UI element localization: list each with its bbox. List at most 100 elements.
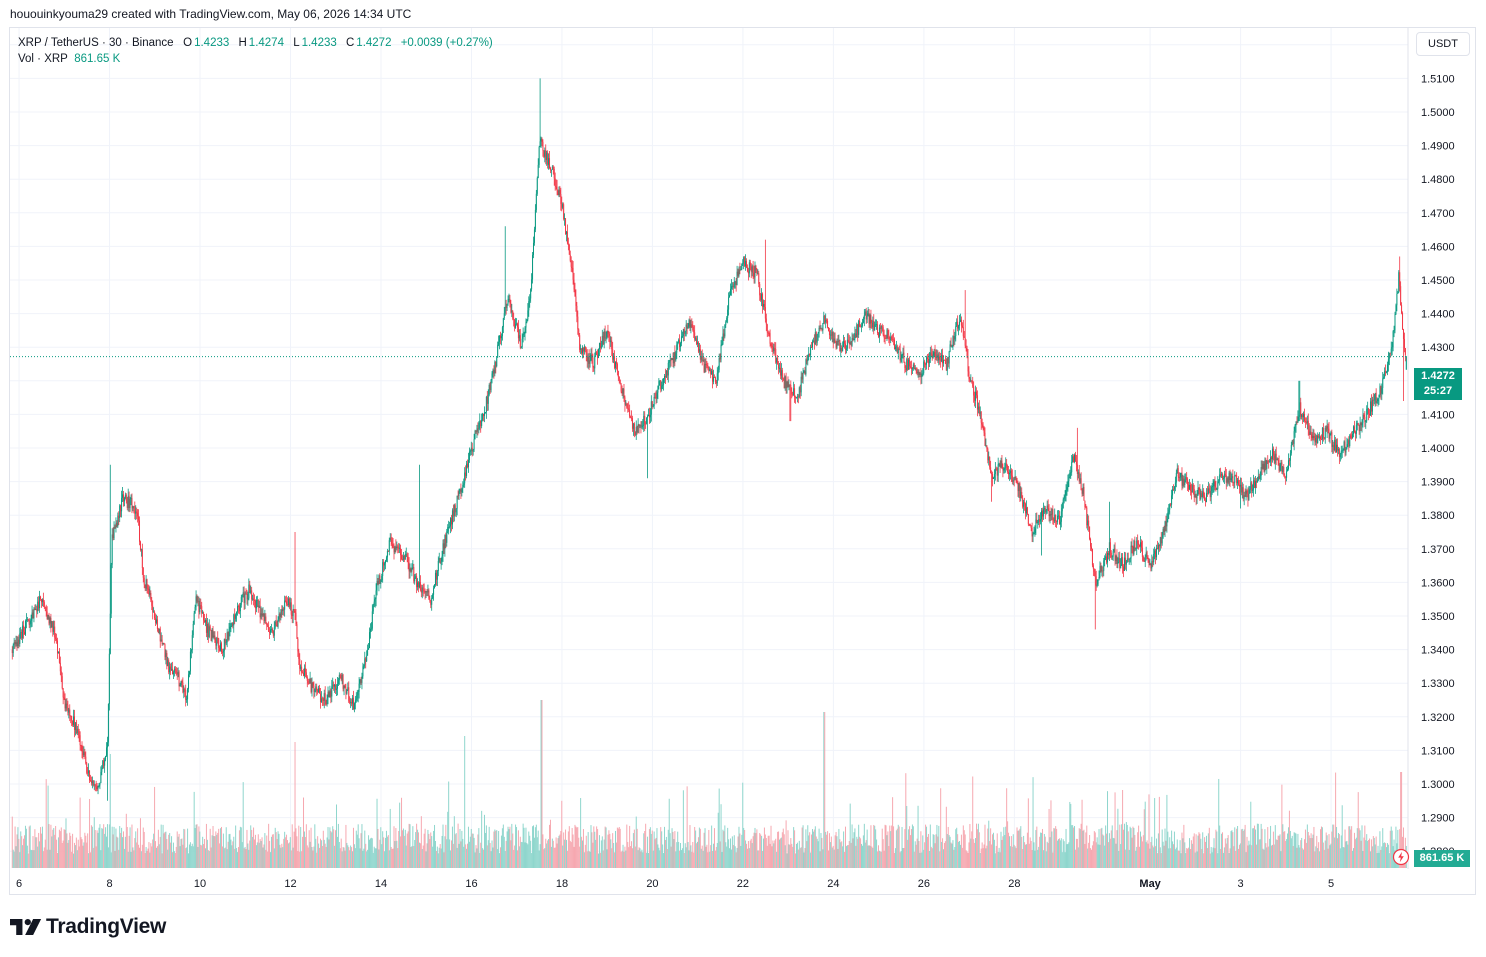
- candle-body: [485, 396, 487, 413]
- volume-bar: [257, 834, 259, 868]
- candle-body: [377, 580, 379, 584]
- candle-body: [1326, 426, 1328, 431]
- volume-bar: [817, 841, 819, 868]
- volume-bar: [1402, 827, 1404, 868]
- volume-bar: [492, 847, 494, 868]
- candle-body: [1252, 489, 1254, 491]
- volume-bar: [90, 825, 92, 868]
- volume-bar: [799, 848, 801, 868]
- volume-bar: [834, 835, 836, 868]
- candle-body: [1034, 528, 1036, 534]
- volume-bar: [478, 828, 480, 868]
- volume-bar: [174, 852, 176, 868]
- candle-body: [958, 325, 960, 329]
- volume-bar: [529, 835, 531, 868]
- x-tick-label: May: [1139, 878, 1161, 890]
- volume-bar: [700, 848, 702, 868]
- candle-body: [102, 760, 104, 769]
- volume-bar: [444, 836, 446, 868]
- volume-bar: [396, 840, 398, 868]
- candle-body: [830, 334, 832, 336]
- tradingview-brand[interactable]: TradingView: [10, 914, 166, 940]
- volume-bar: [1033, 842, 1035, 868]
- candle-body: [594, 355, 596, 369]
- candle-body: [765, 318, 767, 325]
- candle-body: [876, 324, 878, 326]
- volume-bar: [61, 842, 63, 868]
- legend-low-label: L: [293, 37, 300, 49]
- candle-body: [302, 672, 304, 674]
- volume-bar: [1038, 846, 1040, 868]
- currency-unit-button[interactable]: USDT: [1416, 32, 1470, 56]
- volume-bar: [399, 802, 401, 868]
- volume-bar: [855, 845, 857, 868]
- candle-body: [270, 629, 272, 633]
- candle-body: [367, 649, 369, 656]
- volume-bar: [760, 834, 762, 868]
- candle-body: [544, 150, 546, 157]
- volume-bar: [179, 846, 181, 868]
- volume-bar: [91, 826, 93, 868]
- candle-body: [959, 319, 961, 322]
- volume-bar: [298, 825, 300, 868]
- volume-bar: [554, 847, 556, 868]
- volume-bar: [1047, 843, 1049, 868]
- volume-bar: [597, 829, 599, 868]
- candle-body: [398, 547, 400, 549]
- candle-body: [1227, 478, 1229, 483]
- volume-bar: [917, 805, 919, 868]
- volume-bar: [930, 846, 932, 868]
- candle-body: [135, 511, 137, 514]
- candle-body: [187, 688, 189, 700]
- candle-body: [1179, 477, 1181, 479]
- volume-bar: [204, 848, 206, 868]
- volume-bar: [372, 852, 374, 868]
- candle-body: [261, 613, 263, 616]
- candle-body: [1248, 489, 1250, 500]
- candle-body: [369, 629, 371, 633]
- volume-bar: [1180, 853, 1182, 868]
- candle-body: [1333, 444, 1335, 451]
- volume-bar: [475, 845, 477, 868]
- legend-volume-row: Vol · XRP 861.65 K: [18, 51, 493, 67]
- volume-bar: [315, 838, 317, 868]
- volume-bar: [774, 840, 776, 868]
- x-tick-label: 18: [556, 878, 568, 890]
- volume-bar: [1252, 828, 1254, 868]
- volume-bar: [1371, 846, 1373, 868]
- candle-body: [1027, 514, 1029, 525]
- volume-bar: [304, 837, 306, 868]
- volume-bar: [631, 848, 633, 868]
- volume-bar: [1384, 842, 1386, 868]
- volume-bar: [854, 828, 856, 868]
- alert-flash-icon[interactable]: [1392, 848, 1410, 866]
- candle-body: [123, 498, 125, 502]
- volume-bar: [1365, 840, 1367, 868]
- volume-bar: [1304, 829, 1306, 868]
- candle-body: [819, 327, 821, 329]
- candle-body: [513, 318, 515, 320]
- candle-body: [1278, 460, 1280, 471]
- legend-symbol[interactable]: XRP / TetherUS · 30 · Binance: [18, 37, 174, 49]
- volume-bar: [425, 851, 427, 868]
- volume-bar: [1316, 835, 1318, 868]
- volume-bar: [76, 850, 78, 868]
- volume-bar: [1285, 840, 1287, 868]
- candle-body: [168, 660, 170, 673]
- candle-body: [1342, 450, 1344, 452]
- candle-body: [1008, 471, 1010, 475]
- candle-body: [1292, 440, 1294, 444]
- volume-bar: [111, 826, 113, 868]
- volume-bar: [1352, 850, 1354, 868]
- legend-volume-label[interactable]: Vol · XRP: [18, 53, 68, 65]
- candle-body: [153, 611, 155, 613]
- candle-body: [1192, 484, 1194, 490]
- candle-body: [699, 349, 701, 360]
- volume-bar: [1287, 827, 1289, 868]
- candle-body: [1226, 478, 1228, 483]
- volume-bar: [243, 848, 245, 868]
- volume-bar: [764, 834, 766, 868]
- candle-body: [673, 352, 675, 364]
- volume-bar: [766, 845, 768, 868]
